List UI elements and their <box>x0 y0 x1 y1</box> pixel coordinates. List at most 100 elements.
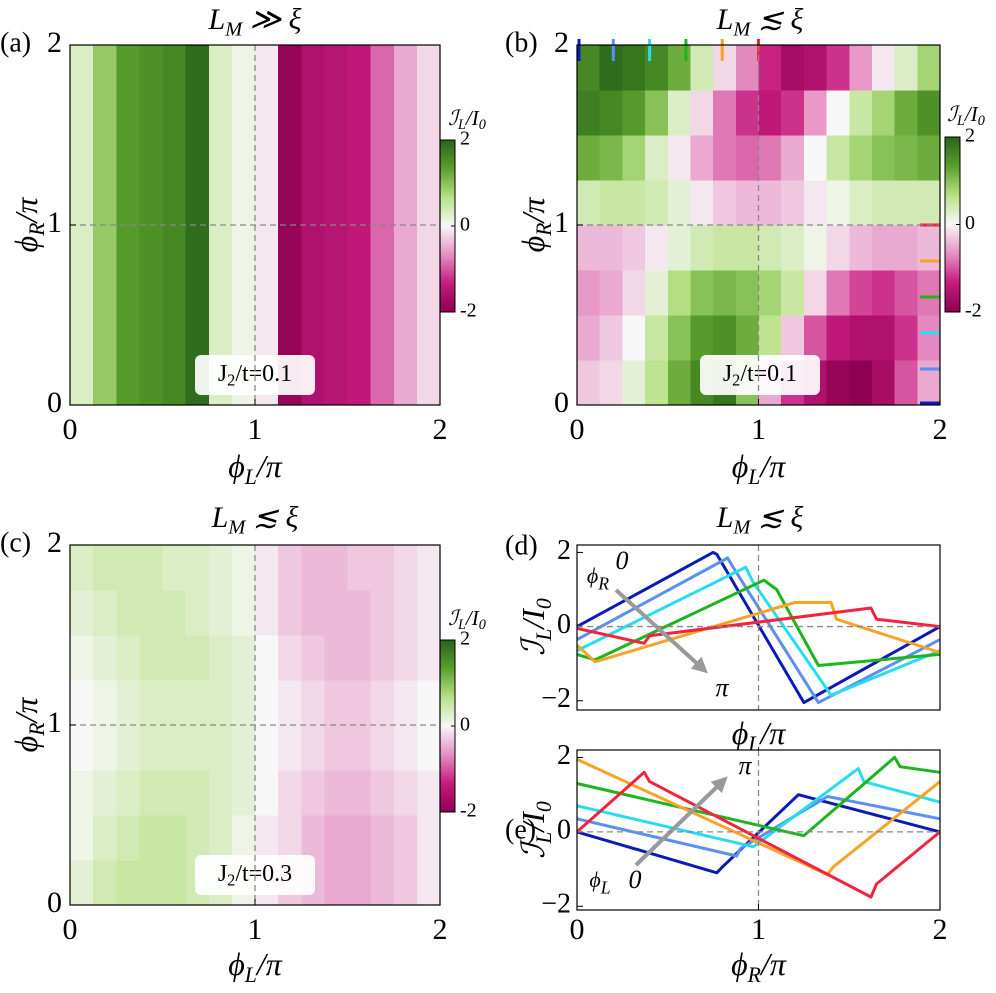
text-part: L <box>600 877 611 897</box>
heat-cell <box>894 135 918 181</box>
heat-cell <box>713 315 737 361</box>
heat-cell <box>803 90 828 136</box>
text-part: /π <box>758 715 786 751</box>
heat-cell <box>370 725 395 771</box>
heat-cell <box>278 270 302 316</box>
annotation: ϕR <box>587 563 609 593</box>
text-part: π <box>738 751 752 780</box>
heat-cell <box>735 180 760 226</box>
heat-cell <box>231 590 256 636</box>
series-line <box>576 606 941 645</box>
text-part: L <box>208 3 226 36</box>
heat-cell <box>116 225 140 271</box>
x-axis-label: ϕL/π <box>732 448 787 489</box>
heat-cell <box>139 315 164 361</box>
heat-cell <box>208 545 233 591</box>
heat-cell <box>622 270 646 316</box>
heat-cell <box>185 135 210 181</box>
text-part: L <box>532 629 556 642</box>
heat-cell <box>162 180 187 226</box>
heat-cell <box>393 360 418 406</box>
annotation: π <box>715 673 729 702</box>
text-part: /π <box>758 448 786 484</box>
heat-cell <box>255 90 279 136</box>
text-part: ℐ <box>448 106 461 130</box>
x-tick-label: 1 <box>751 413 766 446</box>
heat-cell <box>871 270 896 316</box>
heat-cell <box>324 315 349 361</box>
text-part: ℐ <box>947 102 960 126</box>
text-part: M <box>227 516 246 538</box>
series-line <box>576 550 941 705</box>
heat-cell <box>917 360 941 406</box>
heat-cell <box>255 770 279 816</box>
heat-cell <box>139 360 164 406</box>
heat-cell <box>781 90 805 136</box>
series-line <box>576 565 941 697</box>
annotation: 0 <box>629 865 642 894</box>
heat-cell <box>255 680 279 726</box>
y-tick-label: 0 <box>557 609 571 640</box>
heat-cell <box>162 725 187 771</box>
heat-cell <box>324 360 349 406</box>
colorbar-tick-label: 2 <box>965 125 975 147</box>
heat-cell <box>231 270 256 316</box>
heat-cell <box>393 815 418 861</box>
text-part: L <box>457 117 466 133</box>
plot-frame <box>576 544 941 711</box>
text-part: ϕ <box>587 563 598 588</box>
heat-cell <box>803 270 828 316</box>
heat-cell <box>849 45 873 91</box>
heat-cell <box>116 270 140 316</box>
y-tick-label: 0 <box>47 386 62 419</box>
heat-cell <box>871 45 896 91</box>
heat-cell <box>208 180 233 226</box>
text-part: ℐ <box>515 636 551 656</box>
heat-cell <box>162 90 187 136</box>
heat-cell <box>894 270 918 316</box>
heat-cell <box>324 135 349 181</box>
text-part: L <box>956 113 965 129</box>
heat-cell <box>826 360 850 406</box>
y-tick-label: −2 <box>541 889 571 920</box>
heat-cell <box>645 135 669 181</box>
heat-cell <box>162 590 187 636</box>
heat-cell <box>278 635 302 681</box>
heat-cell <box>278 315 302 361</box>
text-part: ϕ <box>8 236 44 253</box>
heat-cell <box>93 590 117 636</box>
heat-cell <box>416 360 441 406</box>
heat-cell <box>347 360 372 406</box>
heat-cell <box>278 680 302 726</box>
text-part: L <box>211 501 229 534</box>
heat-cell <box>93 545 117 591</box>
heat-cell <box>116 90 140 136</box>
heat-cell <box>324 225 349 271</box>
text-part: R <box>532 223 556 237</box>
heat-cell <box>116 680 140 726</box>
heat-cell <box>393 90 418 136</box>
heat-cell <box>93 680 117 726</box>
heat-cell <box>599 180 623 226</box>
heat-cell <box>758 90 782 136</box>
heat-cell <box>278 770 302 816</box>
heat-cell <box>894 45 918 91</box>
y-tick-label: −2 <box>541 683 571 714</box>
heat-cell <box>781 180 805 226</box>
heat-cell <box>645 360 669 406</box>
heat-cell <box>826 270 850 316</box>
annotation-box <box>700 355 820 395</box>
heat-cell <box>116 725 140 771</box>
heat-cell <box>301 180 325 226</box>
heat-cell <box>622 180 646 226</box>
series-line <box>576 767 941 849</box>
y-tick-label: 0 <box>47 886 62 919</box>
heat-cell <box>208 680 233 726</box>
heat-cell <box>713 225 737 271</box>
heat-cell <box>599 90 623 136</box>
heat-cell <box>871 315 896 361</box>
heat-cell <box>162 270 187 316</box>
heat-cell <box>185 770 210 816</box>
text-part: 2 <box>732 370 740 389</box>
